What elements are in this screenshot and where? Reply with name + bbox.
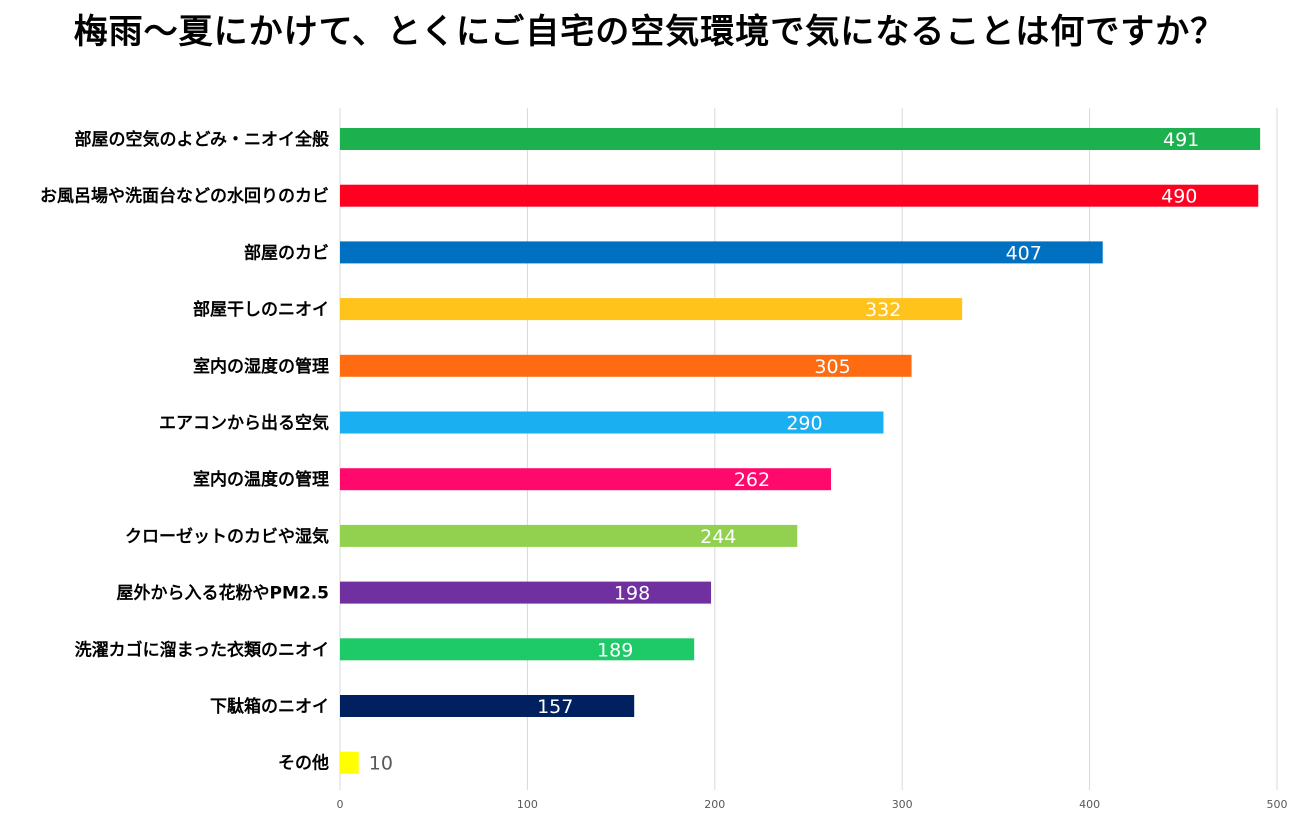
bar	[340, 411, 884, 434]
category-label: その他	[278, 753, 329, 774]
x-tick-label: 200	[704, 798, 725, 811]
category-label: 室内の湿度の管理	[193, 356, 329, 377]
category-label: お風呂場や洗面台などの水回りのカビ	[40, 186, 329, 207]
bar	[340, 354, 912, 377]
chart-title: 梅雨～夏にかけて、とくにご自宅の空気環境で気になることは何ですか？	[73, 12, 1226, 52]
bar	[340, 298, 963, 321]
x-tick-label: 500	[1267, 798, 1288, 811]
category-label: 洗濯カゴに溜まった衣類のニオイ	[75, 639, 329, 660]
data-label: 244	[700, 526, 736, 548]
bar	[340, 695, 635, 717]
category-label: 部屋の空気のよどみ・ニオイ全般	[75, 129, 330, 150]
x-tick-label: 300	[892, 798, 913, 811]
data-label: 490	[1161, 186, 1197, 208]
category-label: 下駄箱のニオイ	[210, 696, 329, 717]
bar	[340, 524, 798, 547]
data-label: 290	[786, 413, 822, 435]
x-tick-label: 400	[1079, 798, 1100, 811]
data-label: 305	[814, 356, 850, 378]
bar	[340, 638, 695, 661]
data-label: 189	[597, 639, 633, 661]
category-label: 屋外から入る花粉やPM2.5	[117, 583, 330, 604]
bar	[340, 581, 712, 604]
category-label: クローゼットのカビや湿気	[125, 526, 329, 547]
data-label: 262	[734, 469, 770, 491]
data-label: 332	[865, 299, 901, 321]
category-label: 部屋のカビ	[244, 242, 329, 263]
data-label: 491	[1163, 129, 1199, 151]
data-label: 407	[1006, 242, 1042, 264]
data-label: 157	[537, 696, 573, 718]
x-tick-label: 100	[517, 798, 538, 811]
x-tick-label: 0	[337, 798, 344, 811]
bar	[340, 751, 359, 774]
bar	[340, 128, 1261, 150]
data-label: 10	[369, 753, 393, 775]
category-label: エアコンから出る空気	[159, 413, 329, 434]
bar	[340, 241, 1103, 264]
category-label: 室内の温度の管理	[193, 469, 329, 490]
category-label: 部屋干しのニオイ	[193, 299, 329, 320]
bar	[340, 468, 831, 491]
data-label: 198	[614, 583, 650, 605]
bar	[340, 184, 1259, 207]
